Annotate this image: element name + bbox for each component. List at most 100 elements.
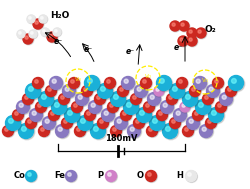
Circle shape <box>33 19 43 29</box>
Circle shape <box>39 126 50 137</box>
Circle shape <box>187 173 190 176</box>
Circle shape <box>59 94 70 105</box>
Circle shape <box>219 92 232 105</box>
Circle shape <box>40 17 43 19</box>
Circle shape <box>193 77 206 90</box>
Circle shape <box>36 102 47 113</box>
Circle shape <box>230 78 235 83</box>
Circle shape <box>35 101 46 112</box>
Circle shape <box>146 125 157 136</box>
Circle shape <box>87 78 92 83</box>
Circle shape <box>32 77 43 88</box>
Circle shape <box>195 28 205 38</box>
Circle shape <box>189 86 201 98</box>
Circle shape <box>39 15 47 23</box>
Circle shape <box>91 124 106 140</box>
Circle shape <box>53 28 61 36</box>
Circle shape <box>68 173 71 176</box>
Circle shape <box>26 84 42 100</box>
Circle shape <box>96 96 100 99</box>
Circle shape <box>182 126 194 137</box>
Circle shape <box>28 17 31 19</box>
Circle shape <box>194 112 198 115</box>
Circle shape <box>133 118 144 129</box>
Circle shape <box>119 88 123 91</box>
Circle shape <box>104 78 116 89</box>
Circle shape <box>65 170 76 181</box>
Circle shape <box>130 127 134 131</box>
Circle shape <box>133 118 145 129</box>
Circle shape <box>197 30 200 33</box>
Circle shape <box>26 171 37 182</box>
Circle shape <box>39 15 48 24</box>
Circle shape <box>78 116 94 132</box>
Circle shape <box>148 128 152 131</box>
Circle shape <box>74 104 77 107</box>
Circle shape <box>198 102 202 107</box>
Circle shape <box>17 30 25 38</box>
Circle shape <box>98 118 109 129</box>
Circle shape <box>97 84 112 98</box>
Circle shape <box>145 171 157 182</box>
Circle shape <box>193 77 207 91</box>
Circle shape <box>32 111 36 115</box>
Text: $\rm{V_O}$: $\rm{V_O}$ <box>73 76 82 84</box>
Circle shape <box>140 78 152 89</box>
Circle shape <box>185 171 197 182</box>
Circle shape <box>106 80 110 83</box>
Circle shape <box>18 32 21 34</box>
Circle shape <box>114 117 128 131</box>
Circle shape <box>160 101 174 115</box>
Circle shape <box>195 100 211 116</box>
Circle shape <box>188 30 192 33</box>
Circle shape <box>65 87 69 91</box>
Circle shape <box>67 111 72 115</box>
Circle shape <box>123 99 138 115</box>
Circle shape <box>124 79 128 83</box>
Circle shape <box>186 36 196 46</box>
Circle shape <box>225 86 236 98</box>
Circle shape <box>84 110 96 122</box>
Circle shape <box>177 36 187 46</box>
Circle shape <box>54 102 59 107</box>
Circle shape <box>173 109 187 123</box>
Circle shape <box>179 102 189 112</box>
Circle shape <box>169 118 181 129</box>
Circle shape <box>205 118 216 129</box>
Circle shape <box>28 173 31 176</box>
Circle shape <box>48 88 51 91</box>
Circle shape <box>46 86 57 98</box>
Circle shape <box>63 85 76 99</box>
Circle shape <box>217 104 220 107</box>
Text: e⁻: e⁻ <box>125 46 134 56</box>
Circle shape <box>150 116 165 132</box>
Circle shape <box>208 108 224 124</box>
Circle shape <box>62 84 75 98</box>
Circle shape <box>34 80 38 83</box>
Circle shape <box>12 109 24 121</box>
Circle shape <box>33 19 44 30</box>
Circle shape <box>156 75 171 91</box>
Circle shape <box>195 99 210 115</box>
Circle shape <box>117 119 121 123</box>
Circle shape <box>143 102 155 113</box>
Circle shape <box>45 119 49 123</box>
Circle shape <box>132 96 136 99</box>
Circle shape <box>2 125 14 136</box>
Circle shape <box>185 94 190 99</box>
Circle shape <box>120 109 131 121</box>
Circle shape <box>128 125 141 139</box>
Circle shape <box>42 116 55 129</box>
Circle shape <box>30 32 33 34</box>
Circle shape <box>17 30 25 39</box>
Circle shape <box>45 85 56 97</box>
Circle shape <box>72 102 83 113</box>
Circle shape <box>78 95 82 99</box>
Circle shape <box>84 75 99 91</box>
Circle shape <box>71 101 82 112</box>
Circle shape <box>124 100 139 116</box>
Circle shape <box>134 85 148 99</box>
Circle shape <box>130 94 142 105</box>
Circle shape <box>171 23 174 26</box>
Circle shape <box>47 32 58 43</box>
